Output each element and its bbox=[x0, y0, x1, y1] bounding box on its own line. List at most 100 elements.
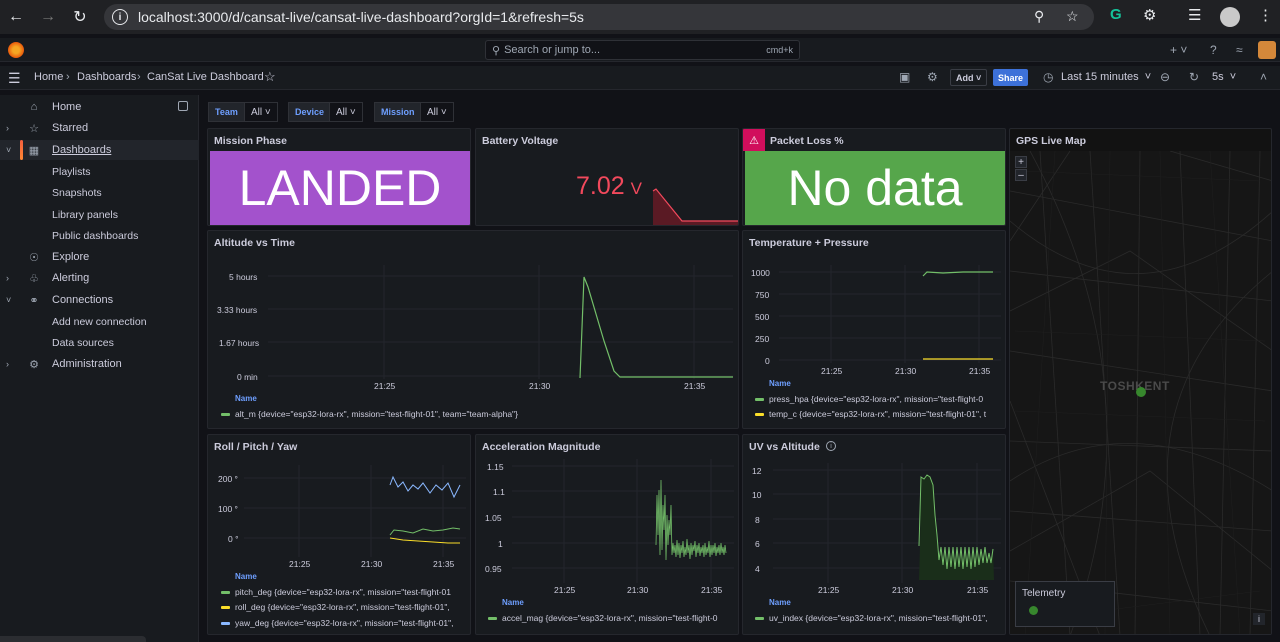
map-info-icon[interactable]: i bbox=[1253, 613, 1265, 625]
save-icon[interactable]: ▣ bbox=[899, 70, 911, 84]
share-button[interactable]: Share bbox=[993, 69, 1029, 86]
x-tick: 21:30 bbox=[627, 585, 649, 595]
y-tick: 10 bbox=[752, 490, 762, 500]
bookmark-star-icon[interactable]: ☆ bbox=[1066, 8, 1079, 24]
battery-value: 7.02 V bbox=[576, 172, 642, 201]
chevron-right-icon[interactable]: › bbox=[6, 273, 9, 283]
settings-gear-icon[interactable]: ⚙ bbox=[927, 70, 938, 84]
panel-gps-map[interactable]: GPS Live Map TOSHKENT bbox=[1009, 128, 1272, 635]
variable-select-mission[interactable]: All ˅ bbox=[420, 102, 454, 122]
breadcrumb-home[interactable]: Home bbox=[34, 71, 64, 83]
back-arrow-icon[interactable]: ← bbox=[8, 8, 24, 25]
legend-item-accel[interactable]: accel_mag {device="esp32-lora-rx", missi… bbox=[488, 613, 718, 623]
menu-icon[interactable]: ☰ bbox=[8, 70, 21, 86]
search-input[interactable]: ⚲ Search or jump to... cmd+k bbox=[485, 40, 800, 60]
legend-header: Name bbox=[502, 598, 524, 607]
sidebar-item-home[interactable]: ⌂ Home bbox=[0, 97, 199, 117]
variable-label-mission: Mission bbox=[374, 102, 422, 122]
refresh-interval-label: 5s bbox=[1212, 71, 1224, 83]
star-icon[interactable]: ☆ bbox=[264, 69, 276, 84]
battery-number: 7.02 bbox=[576, 172, 625, 200]
map-zoom-in-button[interactable]: + bbox=[1015, 156, 1027, 168]
y-tick: 500 bbox=[755, 312, 770, 322]
browser-toolbar: ← → ↻ i localhost:3000/d/cansat-live/can… bbox=[0, 0, 1280, 34]
clock-icon[interactable]: ◷ bbox=[1043, 70, 1054, 84]
legend-item-pitch[interactable]: pitch_deg {device="esp32-lora-rx", missi… bbox=[221, 587, 451, 597]
add-button[interactable]: Add ˅ bbox=[950, 69, 988, 86]
url-text: localhost:3000/d/cansat-live/cansat-live… bbox=[138, 9, 584, 25]
sidebar-item-connections[interactable]: ˅ ⚭ Connections bbox=[0, 290, 199, 310]
link-icon: ⚭ bbox=[29, 294, 39, 307]
info-icon[interactable]: i bbox=[826, 441, 836, 451]
legend-item-alt[interactable]: alt_m {device="esp32-lora-rx", mission="… bbox=[221, 409, 518, 419]
warning-icon[interactable]: ⚠ bbox=[743, 129, 765, 151]
help-icon[interactable]: ? bbox=[1210, 43, 1217, 57]
home-icon: ⌂ bbox=[30, 101, 38, 113]
sidebar-sub-public-dashboards[interactable]: Public dashboards bbox=[52, 230, 139, 242]
panel-mission-phase[interactable]: Mission Phase LANDED bbox=[207, 128, 471, 226]
legend-item-press[interactable]: press_hpa {device="esp32-lora-rx", missi… bbox=[755, 394, 983, 404]
breadcrumb-bar: ☰ Home › Dashboards › CanSat Live Dashbo… bbox=[0, 66, 1280, 90]
breadcrumb-dashboards[interactable]: Dashboards bbox=[77, 71, 137, 83]
grammarly-icon[interactable]: G bbox=[1110, 6, 1122, 23]
sidebar-item-explore[interactable]: ☉ Explore bbox=[0, 247, 199, 267]
chevron-down-icon[interactable]: ˅ bbox=[6, 295, 12, 305]
panel-uv[interactable]: UV vs Altitude i 12 10 8 6 4 21:25 21:30… bbox=[742, 434, 1006, 635]
packet-loss-text: No data bbox=[787, 160, 963, 216]
panel-battery-voltage[interactable]: Battery Voltage 7.02 V bbox=[475, 128, 739, 226]
sidebar-sub-library-panels[interactable]: Library panels bbox=[52, 209, 118, 221]
legend-label: alt_m {device="esp32-lora-rx", mission="… bbox=[235, 409, 518, 419]
chevron-right-icon[interactable]: › bbox=[6, 359, 9, 369]
refresh-icon[interactable]: ↻ bbox=[1189, 70, 1200, 84]
dock-menu-icon[interactable] bbox=[178, 101, 188, 111]
media-icon[interactable]: ☰ bbox=[1188, 7, 1202, 24]
panel-packet-loss[interactable]: ⚠ Packet Loss % No data bbox=[742, 128, 1006, 226]
grafana-logo-icon[interactable] bbox=[8, 42, 24, 58]
refresh-interval-picker[interactable]: 5s ˅ bbox=[1212, 71, 1237, 83]
legend-item-temp[interactable]: temp_c {device="esp32-lora-rx", mission=… bbox=[755, 409, 986, 419]
panel-title: UV vs Altitude bbox=[749, 441, 820, 453]
status-bar bbox=[0, 636, 146, 642]
sidebar-item-dashboards[interactable]: ˅ ▦ Dashboards bbox=[0, 140, 199, 160]
map-zoom-out-button[interactable]: – bbox=[1015, 169, 1027, 181]
reload-icon[interactable]: ↻ bbox=[73, 9, 87, 26]
map-marker[interactable] bbox=[1136, 387, 1146, 397]
site-info-icon[interactable]: i bbox=[112, 9, 128, 25]
legend-item-yaw[interactable]: yaw_deg {device="esp32-lora-rx", mission… bbox=[221, 618, 454, 628]
sidebar-sub-add-new-connection[interactable]: Add new connection bbox=[52, 316, 147, 328]
variable-select-team[interactable]: All ˅ bbox=[244, 102, 278, 122]
zoom-icon[interactable]: ⚲ bbox=[1034, 8, 1045, 24]
extensions-icon[interactable]: ⚙ bbox=[1143, 7, 1157, 24]
legend-label: pitch_deg {device="esp32-lora-rx", missi… bbox=[235, 587, 451, 597]
sidebar-sub-playlists[interactable]: Playlists bbox=[52, 166, 91, 178]
panel-acceleration[interactable]: Acceleration Magnitude 1.15 1.1 1.05 1 0… bbox=[475, 434, 739, 635]
chevron-up-icon[interactable]: ˄ bbox=[1260, 70, 1268, 84]
sidebar-item-alerting[interactable]: › ♧ Alerting bbox=[0, 268, 199, 288]
sidebar-item-administration[interactable]: › ⚙ Administration bbox=[0, 354, 199, 374]
forward-arrow-icon[interactable]: → bbox=[40, 8, 56, 25]
user-avatar[interactable] bbox=[1258, 41, 1276, 59]
panel-altitude[interactable]: Altitude vs Time 5 hours 3.33 hours 1.67… bbox=[207, 230, 739, 429]
sidebar-sub-snapshots[interactable]: Snapshots bbox=[52, 187, 102, 199]
legend-item-roll[interactable]: roll_deg {device="esp32-lora-rx", missio… bbox=[221, 602, 450, 612]
sidebar-item-starred[interactable]: › ☆ Starred bbox=[0, 118, 199, 138]
panel-temp-pressure[interactable]: Temperature + Pressure 1000 750 500 250 … bbox=[742, 230, 1006, 429]
profile-avatar[interactable] bbox=[1220, 7, 1240, 27]
add-label: Add bbox=[956, 72, 974, 83]
x-tick: 21:35 bbox=[967, 585, 989, 595]
legend-item-uv[interactable]: uv_index {device="esp32-lora-rx", missio… bbox=[755, 613, 988, 623]
sidebar-item-label: Explore bbox=[52, 251, 90, 263]
variable-select-device[interactable]: All ˅ bbox=[329, 102, 363, 122]
more-menu-icon[interactable]: ⋮ bbox=[1258, 7, 1273, 24]
panel-roll-pitch-yaw[interactable]: Roll / Pitch / Yaw 200 ° 100 ° 0 ° 21:25… bbox=[207, 434, 471, 635]
x-tick: 21:25 bbox=[554, 585, 576, 595]
y-tick: 750 bbox=[755, 290, 770, 300]
chevron-right-icon[interactable]: › bbox=[6, 123, 9, 133]
chevron-down-icon[interactable]: ˅ bbox=[6, 145, 12, 155]
sidebar-sub-data-sources[interactable]: Data sources bbox=[52, 337, 114, 349]
address-bar[interactable]: i localhost:3000/d/cansat-live/cansat-li… bbox=[104, 4, 1094, 30]
plus-icon[interactable]: + ˅ bbox=[1170, 43, 1188, 57]
time-range-picker[interactable]: Last 15 minutes ˅ bbox=[1061, 71, 1152, 83]
rss-icon[interactable]: ≈ bbox=[1236, 43, 1243, 57]
zoom-out-icon[interactable]: ⊖ bbox=[1160, 70, 1171, 84]
